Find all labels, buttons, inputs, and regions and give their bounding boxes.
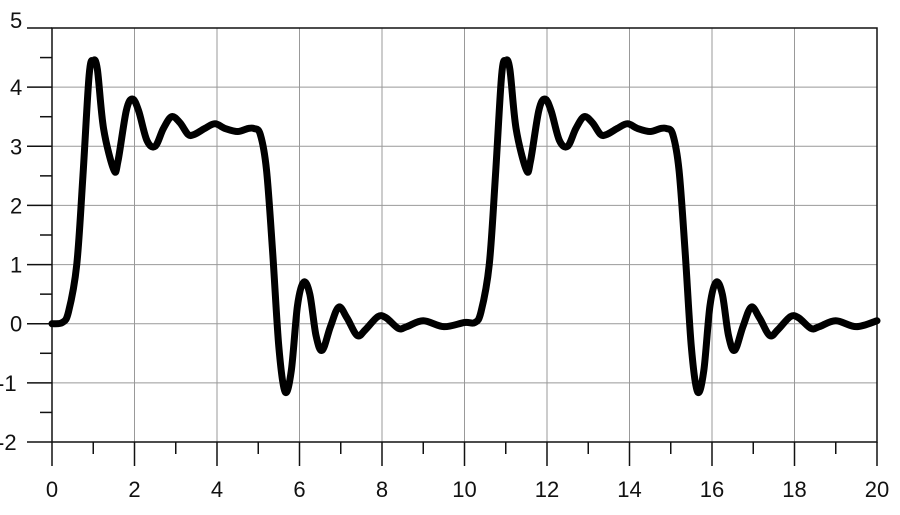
y-tick-label: -2 — [0, 430, 17, 455]
x-tick-label: 14 — [617, 477, 641, 502]
x-tick-label: 0 — [46, 477, 58, 502]
x-tick-label: 2 — [128, 477, 140, 502]
y-tick-label: 1 — [10, 253, 22, 278]
y-tick-label: -1 — [0, 371, 17, 396]
x-tick-label: 6 — [293, 477, 305, 502]
x-tick-label: 16 — [700, 477, 724, 502]
x-tick-label: 4 — [211, 477, 223, 502]
y-tick-label: 0 — [10, 312, 22, 337]
series-line — [48, 56, 881, 397]
x-tick-label: 8 — [376, 477, 388, 502]
y-tick-label: 2 — [10, 193, 22, 218]
x-tick-label: 12 — [535, 477, 559, 502]
y-tick-label: 4 — [10, 75, 22, 100]
axis-ticks — [27, 27, 878, 466]
x-tick-label: 18 — [782, 477, 806, 502]
y-tick-label: 5 — [10, 8, 22, 33]
x-tick-label: 20 — [865, 477, 889, 502]
grid — [52, 28, 877, 442]
y-tick-label: 3 — [10, 134, 22, 159]
x-tick-label: 10 — [452, 477, 476, 502]
